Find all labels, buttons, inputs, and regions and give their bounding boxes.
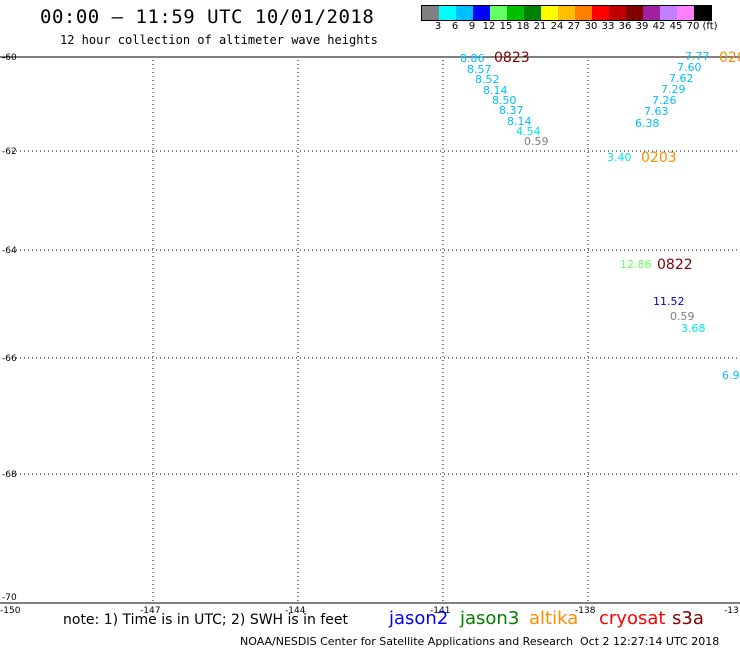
lat-label-62: -62 [2, 147, 17, 157]
legend-altika: altika [529, 608, 579, 629]
swh-value: 3.40 [607, 151, 632, 164]
lon-label-144: -144 [285, 606, 306, 616]
color-scale-label: 30 [584, 21, 598, 32]
pass-time-label: 020 [719, 50, 740, 66]
color-scale-label: 45 [669, 21, 683, 32]
footer-timestamp: Oct 2 12:27:14 UTC 2018 [580, 635, 720, 648]
color-swatch [643, 6, 660, 20]
color-swatch [490, 6, 507, 20]
swh-value: 7.60 [677, 61, 702, 74]
map-subtitle: 12 hour collection of altimeter wave hei… [60, 33, 378, 47]
swh-value: 7.63 [644, 105, 669, 118]
color-scale-label: 15 [499, 21, 513, 32]
color-swatch [422, 6, 439, 20]
color-scale-label: 70 [686, 21, 700, 32]
legend-cryosat: cryosat [599, 608, 666, 629]
pass-time-label: 0203 [641, 150, 677, 166]
lat-label-66: -66 [2, 354, 17, 364]
legend-s3a: s3a [672, 608, 704, 629]
color-scale-label: 21 [533, 21, 547, 32]
units-note: note: 1) Time is in UTC; 2) SWH is in fe… [63, 612, 349, 628]
color-scale-label: 24 [550, 21, 564, 32]
swh-value: 11.52 [653, 295, 685, 308]
color-scale-bar [421, 5, 712, 21]
color-swatch [609, 6, 626, 20]
color-swatch [694, 6, 711, 20]
color-scale-label: 27 [567, 21, 581, 32]
color-swatch [592, 6, 609, 20]
color-swatch [439, 6, 456, 20]
swh-value: 7.77 [685, 50, 710, 63]
color-scale-label: 33 [601, 21, 615, 32]
swh-value: 6.9 [722, 369, 740, 382]
color-swatch [456, 6, 473, 20]
pass-time-label: 0823 [494, 50, 530, 66]
lon-label-138: -138 [575, 606, 596, 616]
color-scale-label: 42 [652, 21, 666, 32]
color-swatch [660, 6, 677, 20]
swh-value: 7.62 [669, 72, 694, 85]
color-swatch [524, 6, 541, 20]
swh-value: 0.59 [670, 310, 695, 323]
lat-label-70: -70 [2, 593, 17, 603]
swh-value: 8.14 [507, 115, 532, 128]
wave-height-values: 8.86 8.57 8.52 8.14 8.50 8.37 8.14 4.54 … [460, 50, 740, 382]
color-swatch [541, 6, 558, 20]
swh-value: 8.86 [460, 52, 485, 65]
lon-label-141: -141 [430, 606, 450, 616]
swh-value: 8.37 [499, 104, 524, 117]
color-swatch [677, 6, 694, 20]
swh-value: 12.86 [620, 258, 652, 271]
swh-value: 0.59 [524, 135, 549, 148]
swh-value: 6.38 [635, 117, 660, 130]
latitude-gridlines [12, 150, 740, 475]
footer-credit: NOAA/NESDIS Center for Satellite Applica… [240, 635, 574, 648]
lon-label-150: -150 [0, 606, 21, 616]
lon-label-13: -13 [724, 606, 739, 616]
color-scale-label: 9 [468, 21, 476, 32]
lon-label-147: -147 [140, 606, 160, 616]
swh-value: 8.50 [492, 94, 517, 107]
color-swatch [558, 6, 575, 20]
lat-label-60: -60 [2, 53, 17, 63]
color-swatch [575, 6, 592, 20]
pass-time-label: 0822 [657, 257, 693, 273]
color-swatch [473, 6, 490, 20]
lat-label-68: -68 [2, 470, 17, 480]
color-scale-label: (ft) [702, 21, 718, 32]
swh-value: 8.14 [483, 84, 508, 97]
map-title: 00:00 – 11:59 UTC 10/01/2018 [40, 6, 375, 28]
swh-value: 8.52 [475, 73, 500, 86]
color-scale-label: 3 [434, 21, 442, 32]
color-scale-labels: 3 6 9 12 15 18 21 24 27 30 33 36 39 42 45 70 (ft) [421, 21, 721, 33]
lat-label-64: -64 [2, 246, 17, 256]
swh-value: 3.68 [681, 322, 706, 335]
color-scale-label: 12 [482, 21, 496, 32]
swh-value: 7.29 [661, 83, 686, 96]
color-scale-label: 36 [618, 21, 632, 32]
swh-value: 8.57 [467, 63, 492, 76]
color-swatch [507, 6, 524, 20]
swh-value: 7.26 [652, 94, 677, 107]
color-swatch [626, 6, 643, 20]
color-scale-label: 6 [451, 21, 459, 32]
longitude-gridlines [152, 60, 589, 603]
legend-jason2: jason2 [389, 608, 449, 629]
swh-value: 4.54 [516, 125, 541, 138]
legend-jason3: jason3 [460, 608, 520, 629]
color-scale-label: 18 [516, 21, 530, 32]
color-scale-label: 39 [635, 21, 649, 32]
